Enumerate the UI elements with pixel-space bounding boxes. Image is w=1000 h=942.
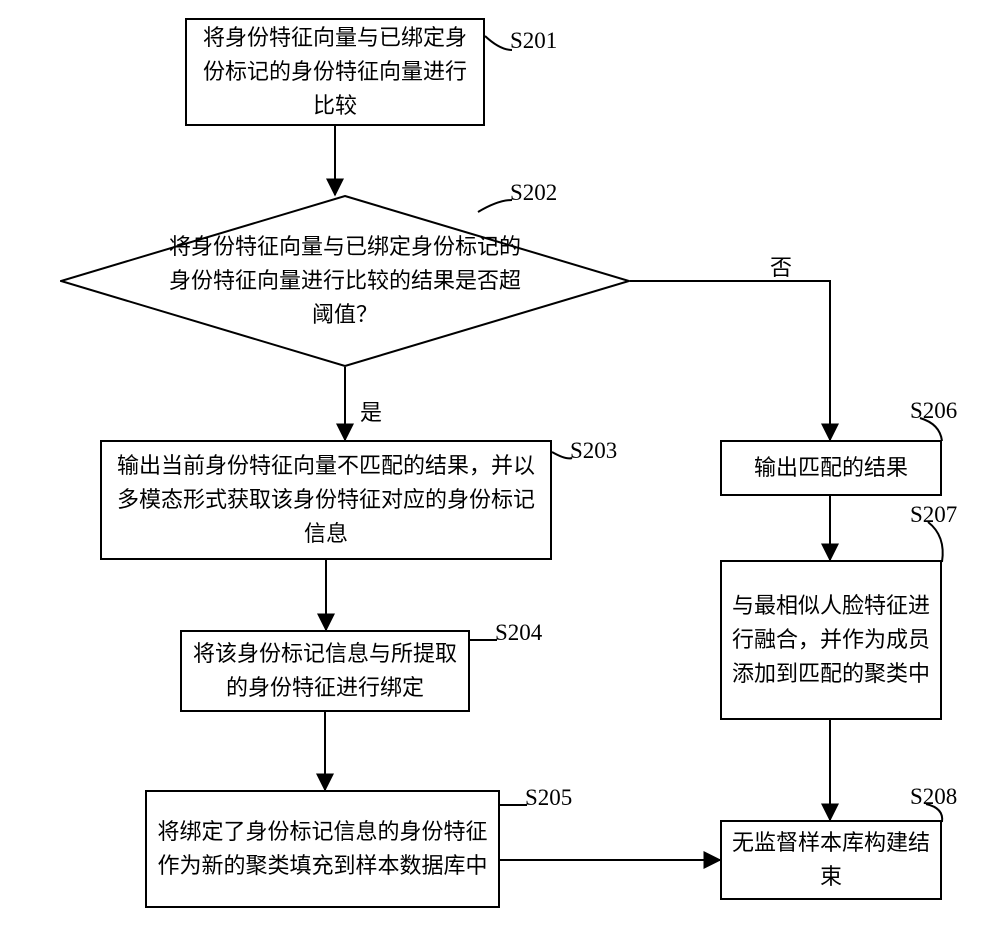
node-s204: 将该身份标记信息与所提取的身份特征进行绑定 — [180, 630, 470, 712]
node-s207: 与最相似人脸特征进行融合，并作为成员添加到匹配的聚类中 — [720, 560, 942, 720]
node-s206-text: 输出匹配的结果 — [754, 451, 908, 485]
flowchart-canvas: 将身份特征向量与已绑定身份标记的身份特征向量进行比较 将身份特征向量与已绑定身份… — [0, 0, 1000, 942]
node-s203-text: 输出当前身份特征向量不匹配的结果，并以多模态形式获取该身份特征对应的身份标记信息 — [112, 449, 540, 551]
label-s208: S208 — [910, 784, 957, 810]
label-s201: S201 — [510, 28, 557, 54]
node-s205-text: 将绑定了身份标记信息的身份特征作为新的聚类填充到样本数据库中 — [157, 815, 488, 883]
node-s204-text: 将该身份标记信息与所提取的身份特征进行绑定 — [192, 637, 458, 705]
node-s203: 输出当前身份特征向量不匹配的结果，并以多模态形式获取该身份特征对应的身份标记信息 — [100, 440, 552, 560]
edge-label-no: 否 — [770, 250, 792, 282]
label-s204: S204 — [495, 620, 542, 646]
label-s205: S205 — [525, 785, 572, 811]
node-s206: 输出匹配的结果 — [720, 440, 942, 496]
node-s201: 将身份特征向量与已绑定身份标记的身份特征向量进行比较 — [185, 18, 485, 126]
node-s208: 无监督样本库构建结束 — [720, 820, 942, 900]
label-s207: S207 — [910, 502, 957, 528]
node-s202: 将身份特征向量与已绑定身份标记的身份特征向量进行比较的结果是否超阈值？ — [60, 195, 630, 367]
node-s201-text: 将身份特征向量与已绑定身份标记的身份特征向量进行比较 — [197, 21, 473, 123]
node-s202-text: 将身份特征向量与已绑定身份标记的身份特征向量进行比较的结果是否超阈值？ — [160, 230, 530, 332]
node-s208-text: 无监督样本库构建结束 — [732, 826, 930, 894]
label-s206: S206 — [910, 398, 957, 424]
node-s207-text: 与最相似人脸特征进行融合，并作为成员添加到匹配的聚类中 — [732, 589, 930, 691]
label-s203: S203 — [570, 438, 617, 464]
edge-label-yes: 是 — [360, 395, 382, 427]
label-s202: S202 — [510, 180, 557, 206]
node-s205: 将绑定了身份标记信息的身份特征作为新的聚类填充到样本数据库中 — [145, 790, 500, 908]
